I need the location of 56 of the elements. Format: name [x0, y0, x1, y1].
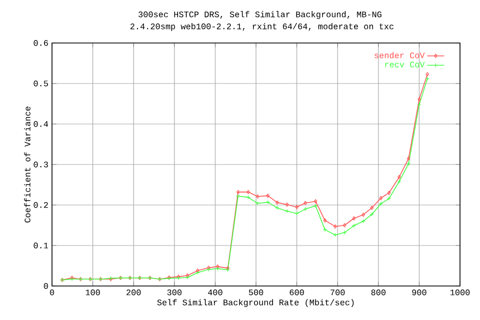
point	[246, 190, 250, 194]
point	[379, 196, 383, 200]
legend-label: sender CoV	[374, 52, 425, 58]
point	[418, 97, 421, 102]
x-tick-label: 300	[167, 290, 182, 296]
x-tick-label: 1000	[450, 290, 470, 296]
x-tick-label: 900	[412, 290, 426, 296]
x-tick-label: 600	[290, 290, 304, 296]
point	[295, 204, 298, 210]
point	[314, 199, 318, 204]
x-tick-label: 100	[86, 290, 100, 296]
y-tick-label: 0.3	[34, 162, 48, 168]
x-tick-label: 800	[371, 290, 386, 296]
point	[284, 208, 290, 214]
point	[294, 211, 299, 216]
point	[304, 200, 308, 206]
point	[322, 228, 328, 232]
point	[352, 224, 356, 228]
chart-subtitle: 2.4.20smp web100-2.2.1, rxint 64/64, moderate on txc	[130, 23, 394, 31]
x-tick-label: 200	[126, 290, 141, 296]
x-axis-title: Self Similar Background Rate (Mbit/sec)	[157, 299, 354, 308]
point	[406, 156, 410, 161]
x-tick-label: 400	[208, 290, 222, 296]
chart-title: 300sec HSTCP DRS, Self Similar Background, MB-NG	[138, 11, 382, 19]
y-tick-label: 0.4	[34, 121, 48, 127]
point	[303, 206, 308, 212]
point	[323, 218, 327, 222]
y-axis-title: Coefficient of Variance	[24, 106, 30, 222]
point	[334, 224, 337, 229]
point	[397, 179, 402, 184]
point	[342, 223, 346, 228]
point	[236, 194, 240, 198]
y-tick-label: 0.5	[34, 80, 48, 86]
point	[276, 200, 279, 205]
point	[387, 190, 391, 195]
point	[266, 194, 270, 198]
point	[236, 190, 240, 194]
point	[216, 264, 220, 269]
y-tick-label: 0.6	[34, 40, 48, 46]
x-tick-label: 700	[330, 290, 345, 296]
point	[417, 102, 422, 107]
legend-label: recv CoV	[385, 62, 425, 68]
y-tick-label: 0.2	[34, 202, 48, 208]
point	[256, 194, 260, 199]
x-tick-label: 0	[50, 290, 54, 296]
point	[333, 232, 338, 238]
point	[342, 230, 347, 235]
point	[285, 202, 289, 207]
y-tick-label: 0	[44, 283, 48, 289]
point	[386, 196, 392, 201]
y-tick-label: 0.1	[34, 242, 48, 248]
point	[352, 216, 356, 220]
x-tick-label: 500	[248, 290, 264, 296]
point	[362, 212, 365, 217]
point	[398, 174, 401, 180]
point	[370, 206, 374, 210]
